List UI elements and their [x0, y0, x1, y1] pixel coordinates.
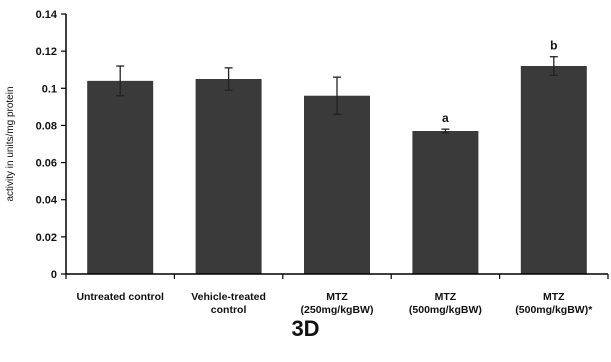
data-label: b — [550, 39, 557, 53]
error-bar — [333, 76, 341, 115]
y-tick-label: 0.14 — [36, 9, 58, 21]
data-labels: ab — [442, 39, 557, 125]
bar — [520, 66, 587, 274]
error-bars — [116, 56, 558, 134]
bar — [412, 131, 479, 274]
y-tick-label: 0 — [51, 269, 57, 281]
x-tick-label: MTZ — [543, 291, 565, 303]
x-tick-label: (250mg/kgBW) — [301, 304, 374, 316]
error-bar — [116, 65, 125, 97]
y-tick-label: 0.04 — [36, 195, 58, 207]
bar — [304, 95, 370, 274]
x-tick-label: (500mg/kgBW) — [409, 304, 482, 316]
y-axis-ticks: 0 0.02 0.04 0.06 0.08 0.1 0.12 0.14 — [36, 9, 609, 281]
y-tick-label: 0.02 — [36, 232, 57, 244]
y-axis-label: activity in units/mg protein — [5, 86, 16, 201]
error-bar — [441, 128, 450, 134]
x-tick-label: Untreated control — [76, 291, 164, 303]
bar — [195, 79, 262, 274]
y-tick-label: 0.1 — [42, 83, 57, 95]
error-bar — [549, 56, 558, 76]
x-tick-label: MTZ — [435, 291, 457, 303]
y-tick-label: 0.06 — [36, 158, 57, 170]
x-tick-label: Vehicle-treated — [191, 291, 266, 303]
error-bar — [224, 67, 233, 91]
y-tick-label: 0.08 — [36, 120, 57, 132]
x-tick-label: control — [211, 304, 247, 316]
y-tick-label: 0.12 — [36, 46, 57, 58]
x-tick-label: MTZ — [326, 291, 348, 303]
bars — [87, 66, 587, 274]
x-tick-label: (500mg/kgBW)* — [515, 304, 593, 316]
bar — [87, 80, 154, 274]
data-label: a — [442, 111, 449, 125]
panel-label: 3D — [291, 316, 320, 341]
